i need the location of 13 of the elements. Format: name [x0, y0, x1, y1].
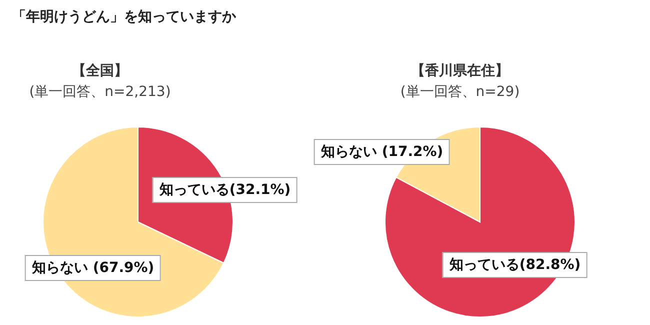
slice-label: 知っている	[449, 257, 520, 273]
chart-title: 【香川県在住】	[410, 62, 510, 80]
data-label: (32.1%)	[229, 182, 291, 198]
chart-title: 【全国】	[71, 62, 129, 80]
slice-label: 知らない	[32, 260, 88, 276]
data-label: (82.8%)	[519, 257, 581, 273]
data-label: (17.2%)	[382, 144, 444, 160]
slice-label: 知らない	[320, 144, 377, 160]
chart-subtitle: (単一回答、n=29)	[399, 83, 521, 101]
text: 「年明けうどん」を知っていますか	[12, 8, 236, 26]
chart-subtitle: (単一回答、n=2,213)	[28, 83, 172, 101]
data-label: (67.9%)	[92, 260, 154, 276]
slice-label: 知っている	[159, 182, 230, 198]
